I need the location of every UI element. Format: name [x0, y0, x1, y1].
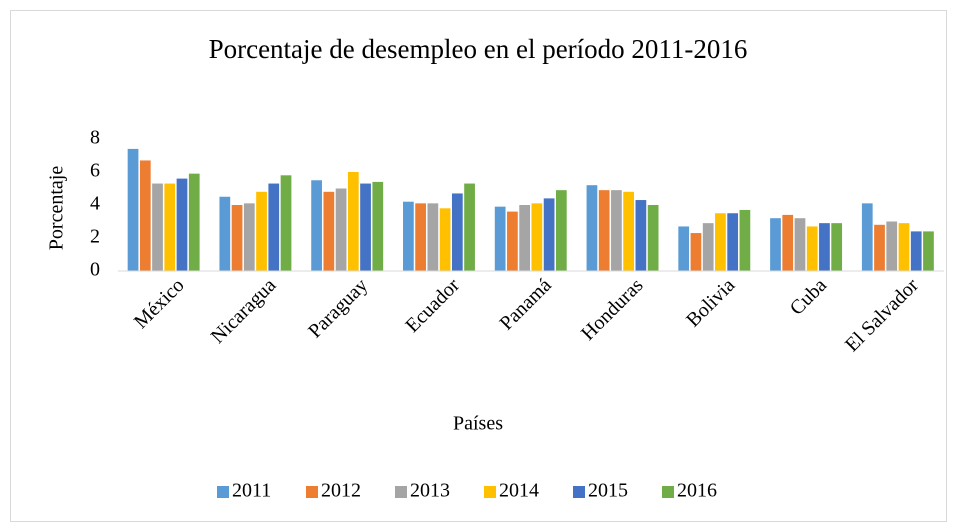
bar: [335, 188, 347, 271]
bar: [360, 183, 371, 271]
bar: [715, 213, 726, 271]
y-tick-label: 0: [90, 259, 100, 281]
bar: [494, 206, 506, 271]
legend-label: 2014: [499, 480, 539, 502]
bar: [819, 223, 830, 271]
bar: [678, 226, 690, 271]
bar: [727, 213, 739, 271]
bar: [415, 203, 426, 271]
bar: [586, 185, 598, 271]
bar: [794, 218, 806, 271]
bar: [898, 223, 910, 271]
bar: [268, 183, 280, 271]
bar: [323, 191, 335, 271]
legend-label: 2016: [677, 480, 717, 502]
y-tick-label: 4: [90, 193, 100, 215]
bar: [439, 208, 451, 271]
bar: [647, 205, 659, 271]
bar: [243, 203, 255, 271]
legend-swatch: [217, 486, 229, 498]
bar: [231, 205, 243, 271]
bar: [831, 223, 843, 271]
bar: [611, 190, 622, 271]
bar: [139, 160, 151, 271]
legend-label: 2012: [321, 480, 361, 502]
bar: [739, 209, 751, 271]
bar: [923, 231, 934, 271]
bar: [519, 205, 530, 271]
legend-label: 2013: [410, 480, 450, 502]
bar: [861, 203, 873, 271]
y-tick-label: 8: [90, 127, 100, 149]
bar: [256, 191, 267, 271]
chart-border: [10, 10, 947, 522]
legend-label: 2015: [588, 480, 628, 502]
x-axis-title: Países: [453, 413, 503, 435]
bar: [347, 172, 359, 271]
bar: [188, 173, 200, 271]
bar: [690, 233, 702, 271]
legend-swatch: [306, 486, 318, 498]
bar: [782, 214, 794, 271]
legend-swatch: [662, 486, 674, 498]
bar: [176, 178, 188, 271]
bar: [635, 200, 647, 271]
bar: [874, 224, 885, 271]
bar: [886, 221, 898, 271]
legend-swatch: [573, 486, 585, 498]
bar: [806, 226, 818, 271]
y-axis-title: Porcentaje: [46, 166, 68, 251]
bar: [451, 193, 463, 271]
bar: [127, 148, 139, 271]
legend-swatch: [395, 486, 407, 498]
bar: [311, 180, 322, 271]
bar: [427, 203, 439, 271]
legend-swatch: [484, 486, 496, 498]
bar: [219, 196, 231, 271]
bar: [280, 175, 292, 271]
bar: [507, 211, 518, 271]
bar: [598, 190, 610, 271]
bar: [152, 183, 163, 271]
bar: [555, 190, 567, 271]
y-tick-label: 2: [90, 226, 100, 248]
bar: [164, 183, 176, 271]
chart-title: Porcentaje de desempleo en el período 20…: [209, 34, 748, 64]
bar: [403, 201, 414, 271]
bar: [623, 191, 635, 271]
bar: [543, 198, 555, 271]
bar: [702, 223, 714, 271]
legend-label: 2011: [232, 480, 271, 502]
y-tick-label: 6: [90, 160, 100, 182]
bar: [372, 181, 384, 271]
bar: [770, 218, 781, 271]
bar: [910, 231, 922, 271]
bar: [531, 203, 543, 271]
bar: [464, 183, 475, 271]
